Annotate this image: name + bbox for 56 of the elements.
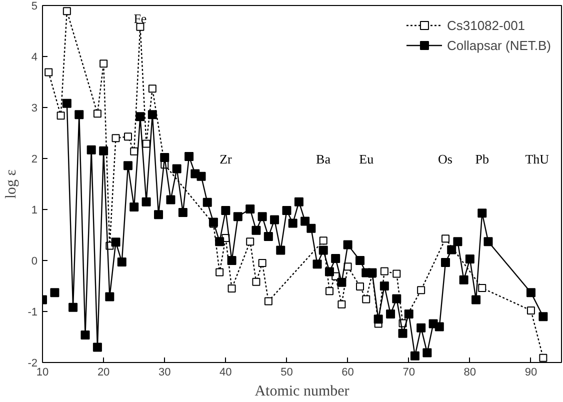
point	[417, 286, 426, 294]
point	[148, 84, 156, 93]
y-tick-label: 0	[31, 256, 38, 268]
point	[56, 112, 65, 120]
annotation: Eu	[359, 152, 374, 167]
point	[93, 110, 102, 118]
point	[362, 295, 370, 304]
legend-label: Cs31082-001	[446, 18, 526, 32]
x-tick-label: 50	[280, 366, 293, 378]
x-tick-label: 30	[158, 366, 171, 378]
point	[100, 60, 108, 68]
point	[539, 354, 548, 362]
annotation: Zr	[220, 152, 233, 167]
y-tick-label: 1	[31, 204, 38, 216]
x-tick-label: 70	[402, 366, 415, 378]
annotation: Pb	[475, 152, 489, 167]
point	[258, 259, 266, 268]
annotation: ThU	[525, 152, 550, 167]
point	[228, 284, 236, 293]
y-tick-label: -1	[28, 306, 38, 318]
point	[44, 68, 53, 76]
point	[356, 282, 364, 291]
point	[526, 306, 535, 314]
y-tick-label: 2	[31, 154, 38, 166]
point	[380, 267, 388, 276]
x-tick-label: 10	[36, 366, 49, 378]
x-tick-label: 20	[97, 366, 110, 378]
x-tick-label: 60	[342, 366, 354, 378]
point	[325, 287, 334, 296]
point	[246, 238, 254, 246]
annotation: Fe	[134, 10, 147, 26]
point	[112, 134, 120, 142]
point	[478, 284, 486, 292]
point	[216, 268, 224, 276]
x-tick-label: 80	[464, 366, 476, 378]
point	[124, 132, 132, 141]
point	[338, 300, 346, 308]
y-axis-title: log ε	[4, 169, 20, 199]
point	[62, 7, 71, 16]
y-tick-label: -2	[28, 358, 38, 370]
x-tick-label: 90	[524, 366, 538, 378]
y-tick-label: 5	[31, 0, 38, 12]
annotation: Os	[438, 152, 452, 167]
point	[319, 236, 328, 245]
y-tick-label: 4	[31, 52, 38, 64]
point	[344, 262, 352, 271]
x-tick-label: 40	[220, 366, 232, 378]
point	[264, 297, 272, 306]
y-tick-label: 3	[31, 102, 38, 114]
point	[252, 278, 260, 286]
point	[392, 270, 401, 278]
point	[441, 234, 450, 243]
x-axis-title: Atomic number	[254, 384, 350, 400]
legend-label: Collapsar (NET.B)	[446, 38, 551, 52]
point	[130, 147, 138, 156]
annotation: Ba	[316, 152, 331, 167]
